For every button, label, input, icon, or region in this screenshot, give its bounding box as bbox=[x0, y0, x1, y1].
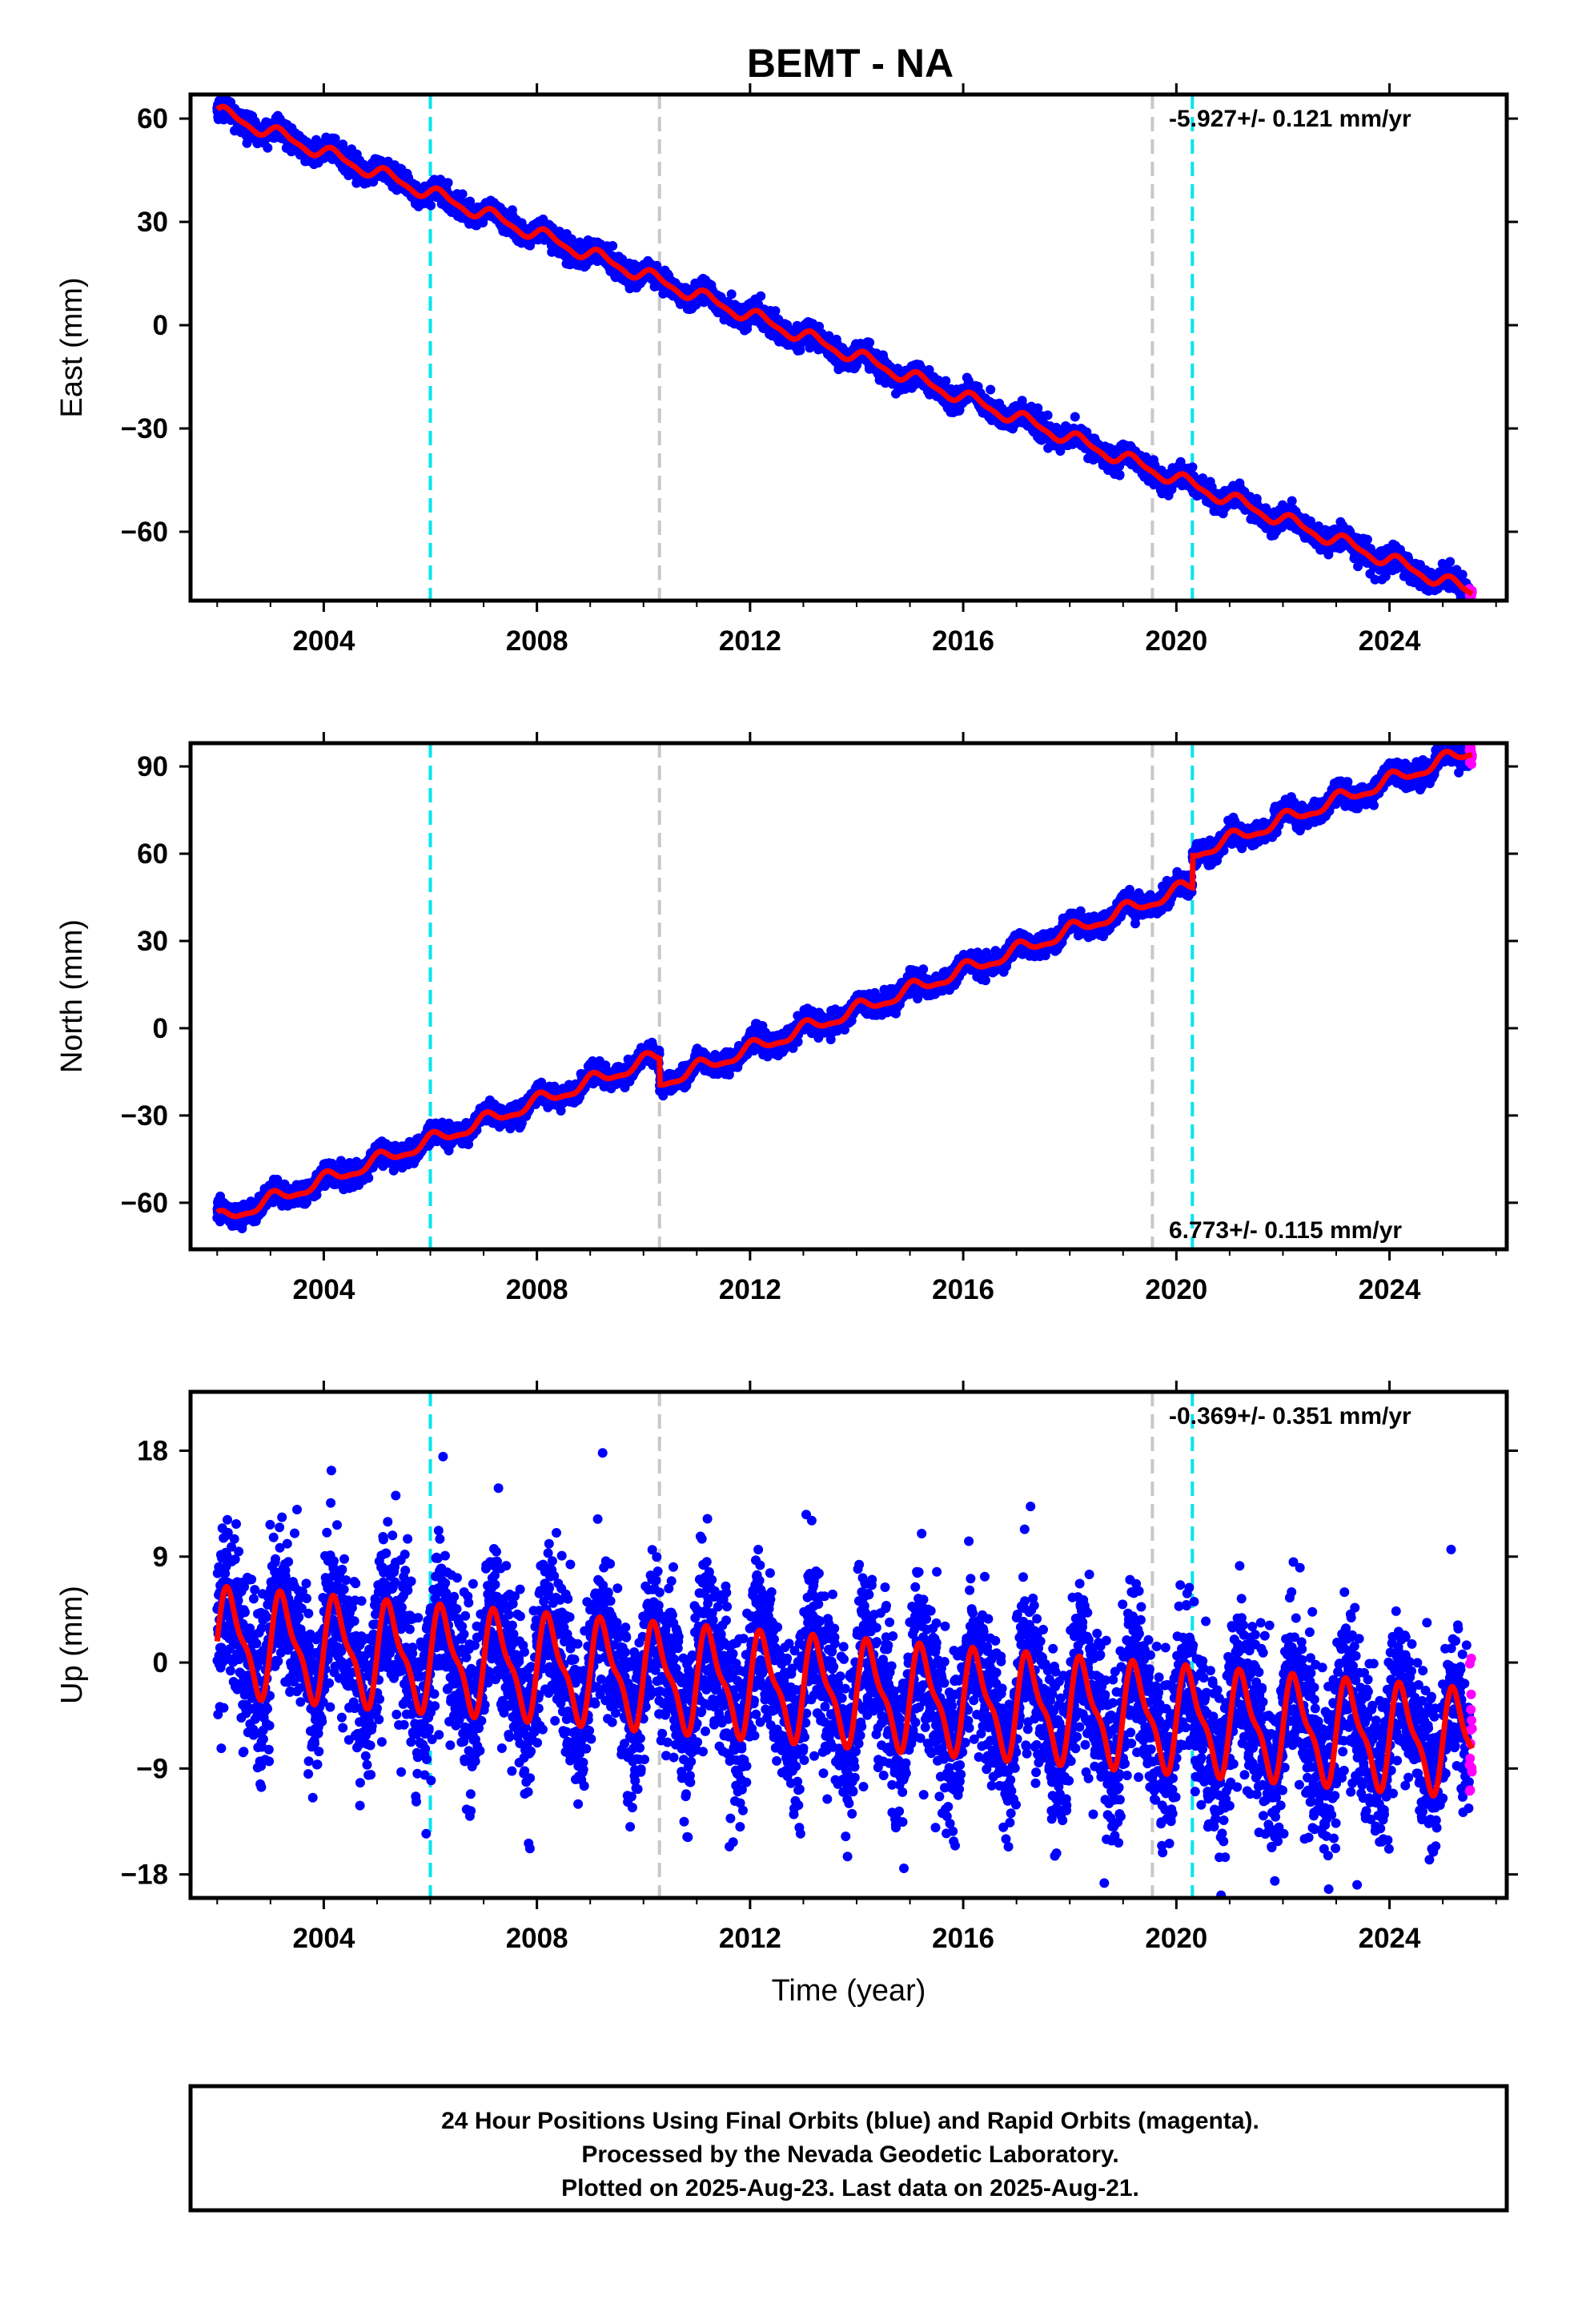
chart-title: BEMT - NA bbox=[747, 41, 954, 86]
east-final-point bbox=[756, 291, 766, 301]
east-final-point bbox=[986, 384, 996, 395]
east-final-point bbox=[865, 337, 875, 348]
east-panel: 2004 2008 2012 2016 2020 202460300−30−60East … bbox=[55, 83, 1518, 657]
east-data-points bbox=[212, 94, 1477, 601]
east-final-point bbox=[263, 143, 273, 153]
east-final-point bbox=[1187, 462, 1198, 472]
east-final-point bbox=[608, 241, 618, 251]
east-final-point bbox=[1042, 410, 1053, 420]
east-final-point bbox=[465, 196, 476, 207]
east-plot-area bbox=[212, 94, 1477, 601]
east-final-point bbox=[726, 289, 737, 300]
east-final-point bbox=[1070, 412, 1080, 422]
east-final-point bbox=[1114, 469, 1125, 480]
east-final-point bbox=[426, 200, 436, 211]
east-final-point bbox=[443, 178, 453, 188]
east-final-point bbox=[457, 189, 468, 199]
